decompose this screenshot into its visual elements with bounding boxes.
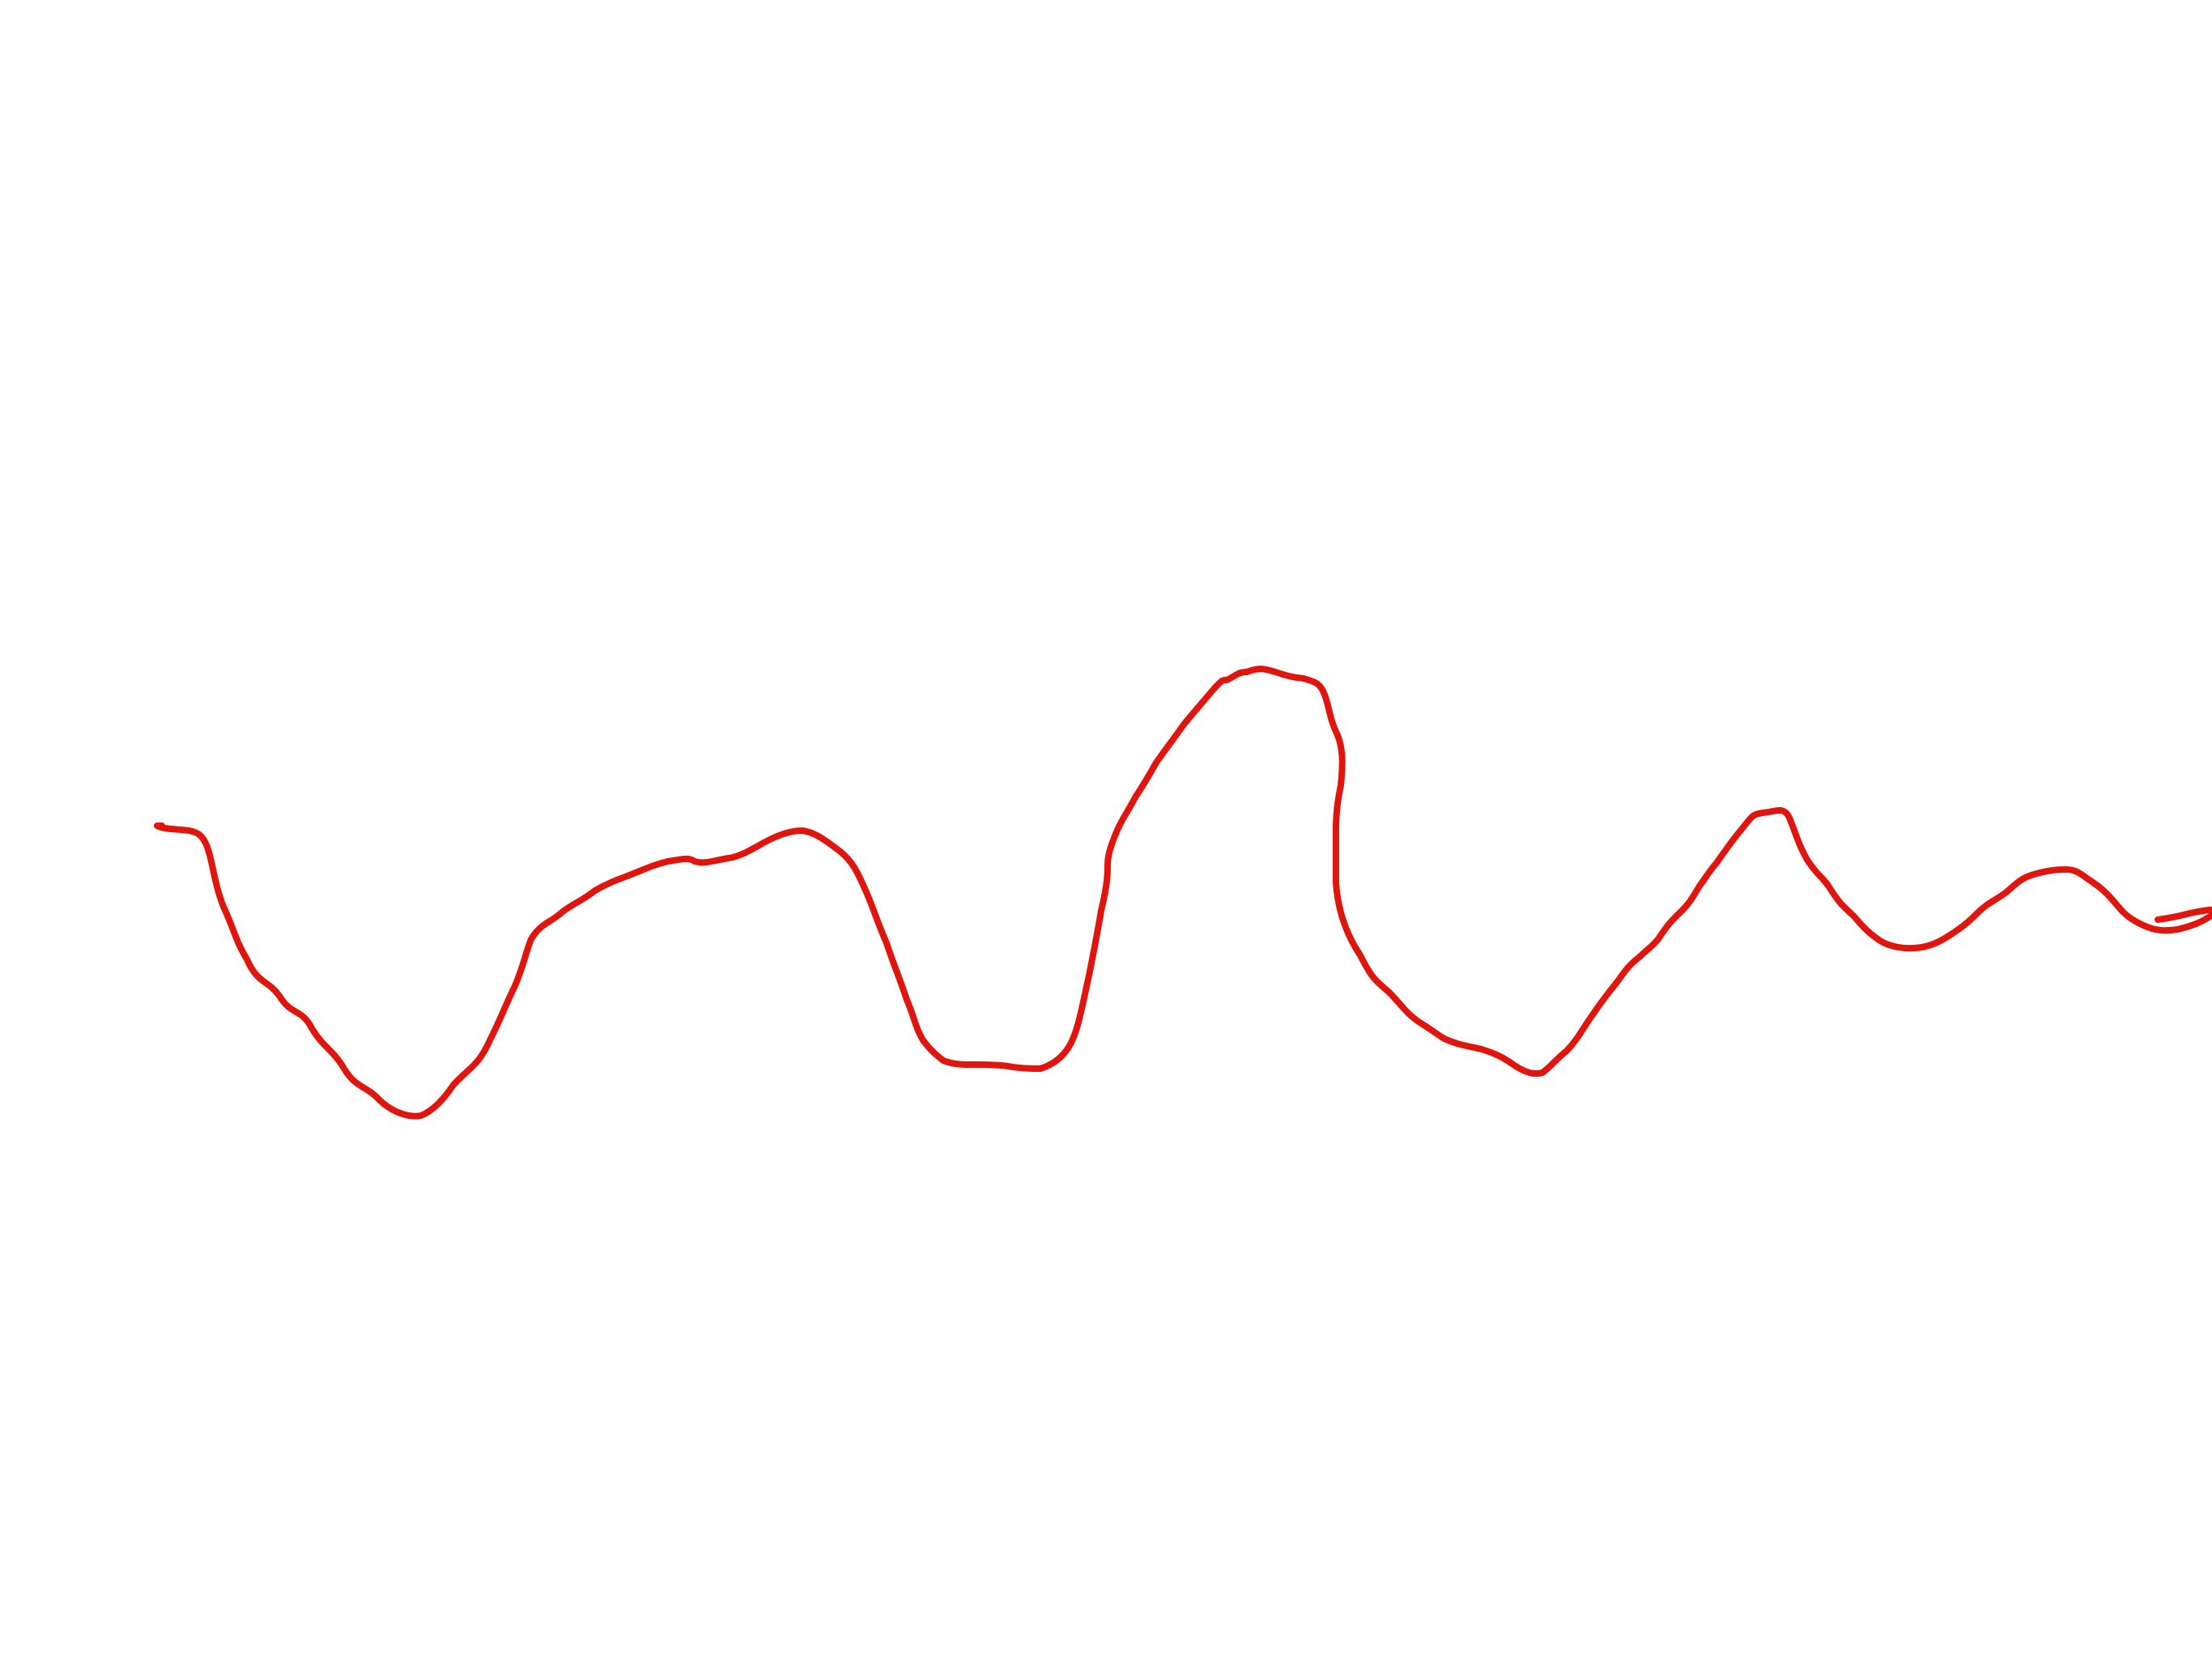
freehand-red-stroke xyxy=(154,665,2212,1120)
